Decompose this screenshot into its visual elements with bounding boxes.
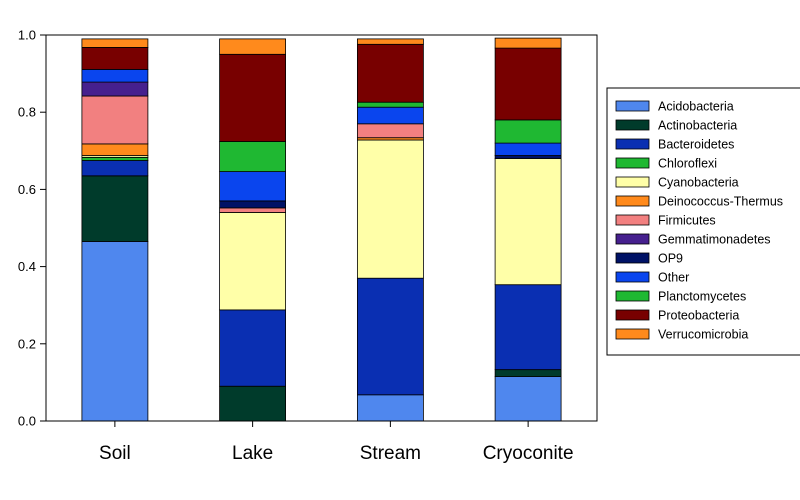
x-category-label-lake: Lake <box>232 443 273 464</box>
x-category-label-stream: Stream <box>360 443 421 464</box>
legend-swatch <box>615 309 650 321</box>
bar-segment-soil-bacteroidetes <box>81 159 149 177</box>
legend-swatch <box>615 214 650 226</box>
bars-group <box>81 37 562 422</box>
bar-segment-soil-proteobacteria <box>81 47 149 70</box>
bar-segment-soil-verrucomicrobia <box>81 38 149 48</box>
legend-entry-label: Bacteroidetes <box>658 138 734 152</box>
legend-entry-label: Firmicutes <box>658 214 716 228</box>
bar-segment-stream-cyanobacteria <box>356 139 424 279</box>
bar-segment-stream-firmicutes <box>356 123 424 139</box>
legend-swatch <box>615 119 650 131</box>
legend-entry-label: Actinobacteria <box>658 119 737 133</box>
bar-segment-soil-chloroflexi <box>81 156 149 161</box>
legend-swatch <box>615 100 650 112</box>
legend-swatch <box>615 233 650 245</box>
bar-segment-lake-firmicutes <box>219 207 287 213</box>
legend-swatch <box>615 271 650 283</box>
bar-segment-cryoconite-bacteroidetes <box>494 284 562 371</box>
bar-segment-stream-bacteroidetes <box>356 277 424 396</box>
legend-entry-label: OP9 <box>658 252 683 266</box>
bar-segment-stream-planctomycetes <box>356 101 424 108</box>
bar-segment-soil-firmicutes <box>81 95 149 145</box>
x-category-label-cryoconite: Cryoconite <box>483 443 574 464</box>
bar-segment-stream-acidobacteria <box>356 394 424 422</box>
legend-entry-label: Verrucomicrobia <box>658 328 748 342</box>
bar-segment-cryoconite-planctomycetes <box>494 119 562 144</box>
bar-segment-cryoconite-verrucomicrobia <box>494 37 562 49</box>
y-tick-label: 0.8 <box>18 105 36 120</box>
legend-entry-label: Cyanobacteria <box>658 176 739 190</box>
legend: Acidobacteria Actinobacteria Bacteroidetes… <box>606 87 800 356</box>
bar-segment-lake-op9 <box>219 200 287 209</box>
bar-segment-lake-other <box>219 171 287 202</box>
bar-segment-cryoconite-acidobacteria <box>494 376 562 422</box>
bar-segment-lake-bacteroidetes <box>219 309 287 387</box>
x-category-label-soil: Soil <box>99 443 131 464</box>
bar-segment-soil-gemmatimonadetes <box>81 81 149 97</box>
legend-swatch <box>615 252 650 264</box>
y-tick-label: 0.2 <box>18 336 36 351</box>
y-tick-label: 0.0 <box>18 414 36 429</box>
legend-swatch <box>615 138 650 150</box>
legend-entry-label: Chloroflexi <box>658 157 717 171</box>
bar-segment-lake-proteobacteria <box>219 53 287 142</box>
bar-segment-stream-proteobacteria <box>356 43 424 103</box>
legend-swatch <box>615 290 650 302</box>
y-tick-label: 0.4 <box>18 259 36 274</box>
legend-swatch <box>615 195 650 207</box>
bar-segment-cryoconite-other <box>494 142 562 156</box>
bar-segment-lake-actinobacteria <box>219 385 287 422</box>
legend-swatch <box>615 176 650 188</box>
legend-entry-label: Deinococcus-Thermus <box>658 195 783 209</box>
bar-segment-cryoconite-actinobacteria <box>494 369 562 378</box>
bar-segment-lake-verrucomicrobia <box>219 38 287 55</box>
y-axis: 0.0 0.2 0.4 0.6 0.8 1.0 <box>18 28 46 429</box>
bar-segment-soil-other <box>81 69 149 83</box>
y-tick-label: 0.6 <box>18 182 36 197</box>
legend-swatch <box>615 328 650 340</box>
bar-segment-cryoconite-cyanobacteria <box>494 158 562 286</box>
y-tick-label: 1.0 <box>18 28 36 43</box>
bar-segment-cryoconite-proteobacteria <box>494 47 562 121</box>
legend-entry-label: Gemmatimonadetes <box>658 233 771 247</box>
bar-segment-stream-other <box>356 106 424 125</box>
bar-segment-soil-actinobacteria <box>81 175 149 242</box>
bar-segment-soil-acidobacteria <box>81 241 149 422</box>
legend-swatch <box>615 157 650 169</box>
plot-area-frame <box>45 34 598 422</box>
bar-segment-soil-deinococcus-thermus <box>81 143 149 156</box>
legend-entry-label: Proteobacteria <box>658 309 739 323</box>
bar-segment-stream-verrucomicrobia <box>356 38 424 45</box>
legend-entry-label: Planctomycetes <box>658 290 746 304</box>
bar-segment-lake-cyanobacteria <box>219 212 287 311</box>
legend-entry-label: Acidobacteria <box>658 100 734 114</box>
x-axis: Soil Lake Stream Cryoconite <box>99 421 574 464</box>
bar-segment-lake-planctomycetes <box>219 141 287 173</box>
legend-entry-label: Other <box>658 271 689 285</box>
